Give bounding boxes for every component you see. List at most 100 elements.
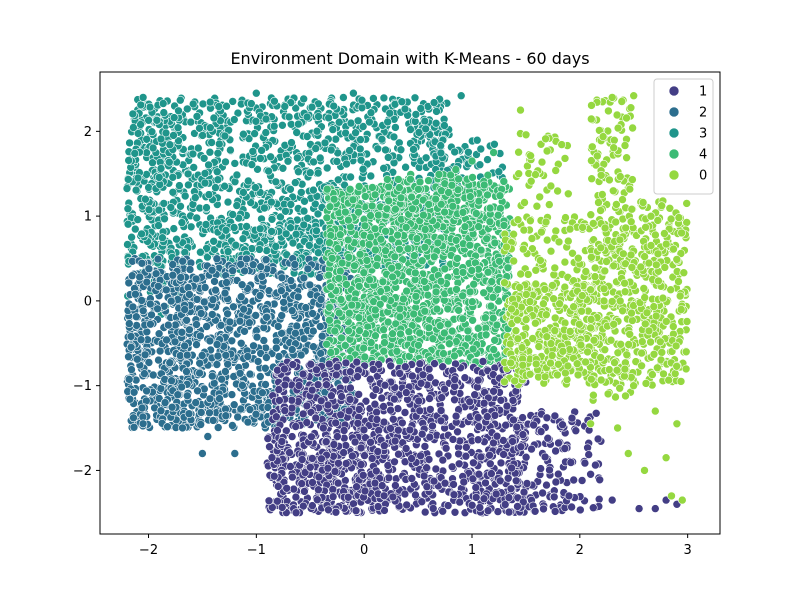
data-point	[346, 172, 355, 182]
data-point	[260, 203, 269, 213]
data-point	[366, 171, 376, 181]
data-point	[480, 313, 490, 323]
data-point	[293, 153, 302, 163]
data-point	[379, 325, 388, 335]
data-point	[486, 301, 496, 311]
data-point	[171, 320, 180, 330]
data-point	[436, 141, 446, 150]
data-point	[183, 169, 193, 179]
data-point	[245, 318, 254, 328]
data-point	[276, 212, 285, 222]
data-point	[156, 134, 166, 144]
data-point	[148, 370, 158, 380]
data-point	[322, 213, 332, 223]
data-point	[148, 158, 157, 167]
data-point	[357, 103, 367, 113]
data-point	[220, 288, 230, 298]
data-point	[377, 134, 387, 144]
data-point	[279, 297, 288, 307]
data-point	[356, 155, 366, 165]
data-point	[255, 291, 265, 300]
data-point	[399, 294, 408, 304]
data-point	[353, 116, 363, 126]
data-point	[202, 203, 211, 212]
data-point	[133, 215, 142, 224]
data-point	[125, 138, 134, 148]
data-point	[503, 263, 513, 273]
data-point	[243, 352, 253, 361]
data-point	[490, 238, 500, 248]
data-point	[222, 278, 231, 287]
data-point	[277, 273, 287, 283]
data-point	[223, 359, 232, 369]
data-point	[125, 319, 134, 328]
data-point	[341, 128, 350, 138]
data-point	[128, 302, 138, 312]
data-point	[444, 188, 453, 197]
data-point	[300, 197, 309, 206]
data-point	[473, 324, 483, 333]
data-point	[313, 209, 323, 219]
data-point	[346, 118, 356, 128]
data-point	[204, 160, 213, 170]
data-point	[160, 375, 169, 384]
data-point	[131, 185, 141, 195]
data-point	[395, 304, 405, 314]
data-point	[339, 93, 348, 102]
data-point	[428, 334, 438, 344]
data-point	[213, 148, 223, 158]
data-point	[280, 102, 290, 111]
data-point	[350, 261, 359, 271]
data-point	[154, 355, 163, 365]
data-point	[220, 181, 229, 191]
data-point	[283, 156, 293, 166]
data-point	[238, 234, 248, 243]
data-point	[215, 394, 224, 403]
data-point	[431, 119, 441, 128]
data-point	[420, 243, 430, 252]
data-point	[252, 332, 262, 342]
data-point	[440, 121, 449, 130]
data-point	[420, 116, 430, 126]
data-point	[342, 159, 351, 169]
data-point	[154, 173, 164, 182]
data-point	[173, 123, 183, 132]
data-point	[154, 221, 163, 230]
data-point	[488, 292, 498, 302]
data-point	[451, 236, 461, 245]
data-point	[396, 145, 406, 154]
data-point	[424, 323, 434, 333]
data-point	[202, 322, 211, 331]
data-point	[292, 128, 302, 137]
data-point	[458, 314, 468, 324]
data-point	[199, 297, 209, 307]
data-point	[458, 208, 468, 217]
data-point	[233, 108, 243, 118]
data-point	[435, 321, 445, 331]
data-point	[186, 222, 196, 232]
data-point	[162, 335, 171, 345]
data-point	[440, 264, 450, 274]
data-point	[368, 183, 377, 192]
data-point	[168, 188, 178, 197]
data-point	[165, 157, 174, 167]
data-point	[304, 241, 314, 250]
data-point	[196, 420, 205, 429]
data-point	[147, 310, 156, 320]
data-point	[312, 226, 321, 236]
data-point	[140, 369, 149, 378]
data-point	[383, 153, 393, 162]
data-point	[257, 146, 266, 155]
data-point	[395, 244, 404, 254]
data-point	[170, 337, 180, 347]
data-point	[448, 201, 458, 211]
data-point	[251, 183, 260, 192]
data-point	[291, 103, 301, 113]
data-point	[132, 312, 141, 322]
data-point	[344, 326, 353, 336]
data-point	[200, 169, 210, 178]
data-point	[178, 423, 187, 433]
data-point	[447, 180, 457, 190]
data-point	[354, 281, 364, 291]
data-point	[385, 108, 395, 118]
